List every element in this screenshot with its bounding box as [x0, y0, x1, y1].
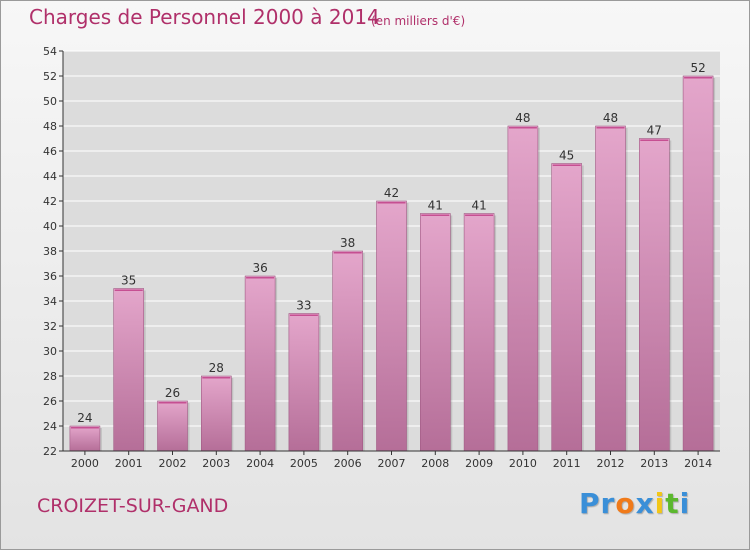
- data-label: 38: [340, 236, 355, 250]
- logo-letter: i: [679, 487, 691, 520]
- bar: [332, 250, 364, 452]
- bar-top-edge: [421, 214, 450, 216]
- bar-top-edge: [552, 164, 581, 166]
- x-tick-label: 2006: [334, 457, 362, 470]
- data-label: 26: [165, 386, 180, 400]
- proxiti-logo[interactable]: Proxiti: [579, 487, 690, 520]
- y-tick-label: 46: [43, 145, 57, 158]
- logo-letter: r: [600, 487, 616, 520]
- data-label: 24: [77, 411, 92, 425]
- bar-top-edge: [202, 377, 231, 379]
- bar-top-edge: [114, 289, 143, 291]
- bar-top-edge: [508, 127, 537, 129]
- x-tick-label: 2005: [290, 457, 318, 470]
- logo-letter: t: [665, 487, 680, 520]
- chart-subtitle: (en milliers d'€): [371, 14, 466, 28]
- data-label: 36: [252, 261, 267, 275]
- bar-top-edge: [289, 314, 318, 316]
- bar-top-edge: [684, 77, 713, 79]
- data-label: 48: [515, 111, 530, 125]
- y-tick-label: 36: [43, 270, 57, 283]
- bar-top-edge: [377, 202, 406, 204]
- y-tick-label: 54: [43, 45, 57, 58]
- x-tick-label: 2000: [71, 457, 99, 470]
- x-tick-label: 2013: [640, 457, 668, 470]
- data-label: 33: [296, 299, 311, 313]
- bar-top-edge: [465, 214, 494, 216]
- data-label: 41: [428, 199, 443, 213]
- bar: [638, 138, 670, 452]
- bar: [595, 125, 626, 452]
- x-tick-label: 2004: [246, 457, 274, 470]
- data-label: 52: [690, 61, 705, 75]
- bar-top-edge: [70, 427, 99, 429]
- x-tick-label: 2009: [465, 457, 493, 470]
- y-tick-label: 52: [43, 70, 57, 83]
- x-tick-label: 2012: [597, 457, 625, 470]
- logo-letter: i: [654, 487, 666, 520]
- y-tick-label: 38: [43, 245, 57, 258]
- y-tick-label: 44: [43, 170, 57, 183]
- data-label: 47: [647, 124, 662, 138]
- data-label: 48: [603, 111, 618, 125]
- x-tick-label: 2011: [553, 457, 581, 470]
- bar: [682, 75, 714, 452]
- chart-title: Charges de Personnel 2000 à 2014: [29, 5, 380, 29]
- bar-top-edge: [640, 139, 669, 141]
- x-tick-label: 2008: [421, 457, 449, 470]
- y-tick-label: 22: [43, 445, 57, 458]
- y-tick-label: 28: [43, 370, 57, 383]
- x-tick-label: 2007: [378, 457, 406, 470]
- data-label: 45: [559, 149, 574, 163]
- bar: [113, 288, 144, 452]
- y-tick-label: 32: [43, 320, 57, 333]
- y-tick-label: 48: [43, 120, 57, 133]
- y-tick-label: 24: [43, 420, 57, 433]
- bar-top-edge: [246, 277, 275, 279]
- commune-name: CROIZET-SUR-GAND: [37, 495, 229, 517]
- x-tick-label: 2002: [159, 457, 187, 470]
- x-tick-label: 2003: [202, 457, 230, 470]
- y-tick-label: 30: [43, 345, 57, 358]
- x-tick-label: 2014: [684, 457, 712, 470]
- x-tick-label: 2010: [509, 457, 537, 470]
- logo-letter: P: [579, 487, 601, 520]
- bar: [376, 200, 407, 452]
- y-tick-label: 40: [43, 220, 57, 233]
- data-label: 35: [121, 274, 136, 288]
- bar: [507, 125, 539, 452]
- data-label: 42: [384, 186, 399, 200]
- bar: [288, 313, 320, 452]
- x-tick-label: 2001: [115, 457, 143, 470]
- data-label: 28: [209, 361, 224, 375]
- data-label: 41: [471, 199, 486, 213]
- bar-top-edge: [596, 127, 625, 129]
- bar: [419, 213, 451, 452]
- bar-top-edge: [333, 252, 362, 254]
- bar-top-edge: [158, 402, 187, 404]
- y-tick-label: 42: [43, 195, 57, 208]
- y-tick-label: 50: [43, 95, 57, 108]
- logo-letter: o: [615, 487, 636, 520]
- bar: [463, 213, 495, 452]
- bar: [69, 425, 101, 452]
- bar: [551, 163, 583, 452]
- y-tick-label: 34: [43, 295, 57, 308]
- y-tick-label: 26: [43, 395, 57, 408]
- bar: [244, 275, 276, 452]
- bar: [157, 400, 188, 452]
- logo-letter: x: [635, 487, 655, 520]
- bar: [201, 375, 232, 452]
